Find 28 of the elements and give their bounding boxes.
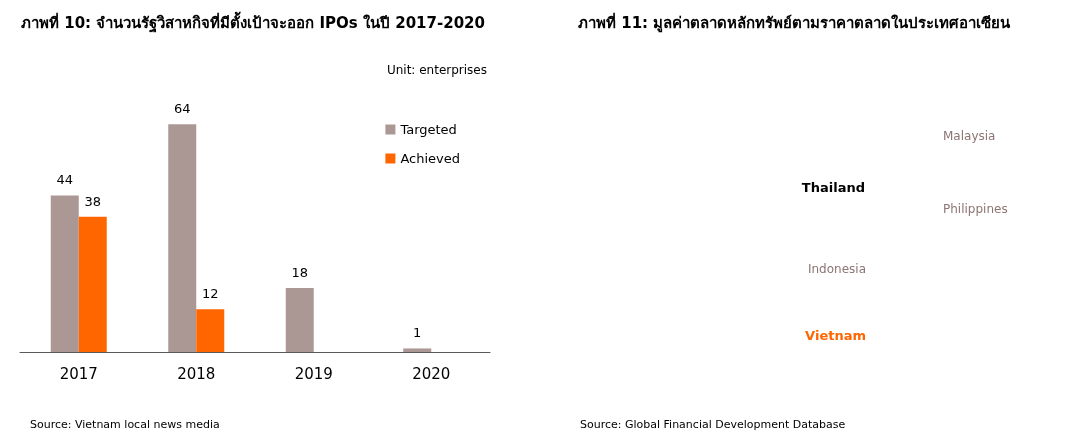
text: Thailand: [801, 180, 865, 195]
text: Indonesia: [807, 262, 866, 276]
text: Malaysia: [943, 129, 996, 143]
bar: [168, 124, 197, 352]
bar: [285, 287, 314, 352]
bar: [78, 216, 107, 352]
text: Unit: enterprises: [386, 63, 488, 77]
x-tick-label: 2019: [294, 364, 333, 383]
x-tick-label: 2017: [59, 364, 98, 383]
legend-label: Targeted: [399, 122, 457, 137]
text: ภาพที่ 11: มูลค่าตลาดหลักทรัพย์ตามราคาตลาดในประเทศอาเซียน: [578, 11, 1012, 33]
source-note: Source: Vietnam local news media: [30, 418, 220, 431]
x-tick-label: 2020: [412, 364, 451, 383]
data-label: 1: [413, 325, 422, 341]
text: Vietnam: [805, 328, 866, 343]
chart-title: ภาพที่ 10: จำนวนรัฐวิสาหกิจที่มีตั้งเป้าจะออก IPOs ในปี 2017-2020: [21, 10, 485, 33]
data-label: 64: [173, 101, 191, 117]
legend-label: Achieved: [400, 151, 460, 166]
source-note: Source: Global Financial Development Database: [580, 418, 846, 431]
data-label: 38: [84, 193, 102, 209]
data-label: 18: [291, 264, 309, 280]
text: Philippines: [943, 202, 1008, 216]
x-tick-label: 2018: [177, 364, 216, 383]
bar: [196, 309, 225, 352]
data-label: 44: [56, 172, 74, 188]
bar: [50, 195, 79, 352]
data-label: 12: [201, 286, 219, 302]
bar: [403, 348, 432, 352]
